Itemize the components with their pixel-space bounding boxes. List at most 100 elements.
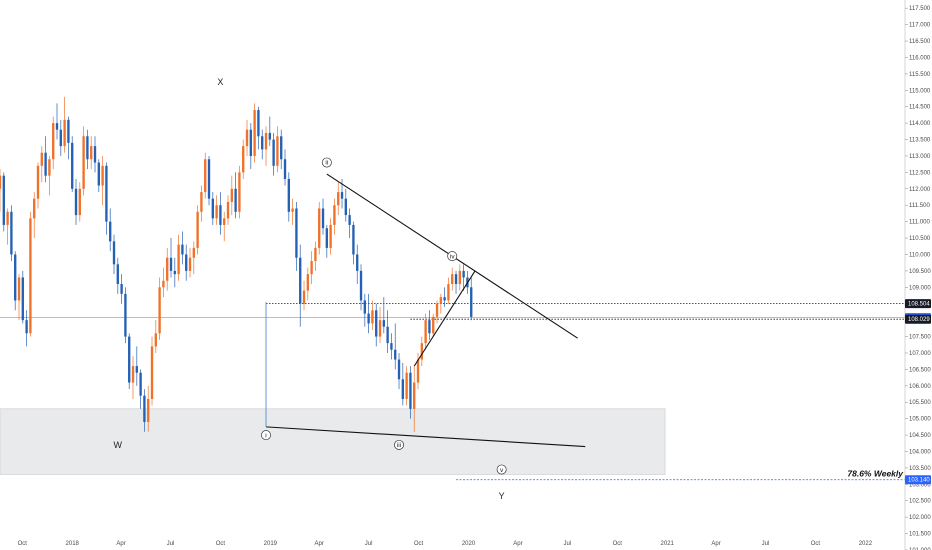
y-tick-label: 109.000 bbox=[909, 285, 931, 291]
candle-body bbox=[439, 297, 443, 304]
y-tick-label: 113.000 bbox=[909, 154, 931, 160]
support-zone bbox=[0, 408, 666, 475]
x-tick-label: Jul bbox=[563, 541, 571, 547]
x-tick-label: Apr bbox=[513, 541, 522, 547]
candle-body bbox=[226, 201, 230, 219]
wave-label: i bbox=[265, 432, 266, 439]
x-tick-label: Oct bbox=[414, 541, 424, 547]
candle-body bbox=[435, 303, 439, 317]
price-badge bbox=[905, 314, 931, 324]
wave-label-circle bbox=[394, 439, 404, 450]
y-tick-label: 116.500 bbox=[909, 39, 931, 45]
candle-body bbox=[52, 123, 55, 160]
candle-body bbox=[287, 178, 290, 212]
candle-body bbox=[242, 146, 245, 173]
y-tick-label: 114.500 bbox=[909, 105, 931, 111]
candle-body bbox=[105, 165, 108, 222]
x-tick-label: Jul bbox=[167, 541, 175, 547]
wave-label: v bbox=[500, 467, 504, 474]
candle-body bbox=[211, 198, 214, 219]
candle-body bbox=[48, 159, 51, 176]
candle-body bbox=[318, 208, 321, 248]
candle-body bbox=[257, 110, 260, 137]
candle-body bbox=[397, 359, 401, 380]
candle-body bbox=[29, 218, 32, 334]
y-tick-label: 117.500 bbox=[909, 6, 931, 12]
candle-body bbox=[185, 254, 188, 271]
candle-body bbox=[253, 110, 256, 156]
x-tick-label: Oct bbox=[18, 541, 28, 547]
candle-body bbox=[0, 175, 2, 189]
candle-body bbox=[166, 257, 169, 281]
candle-body bbox=[6, 211, 9, 225]
candle-body bbox=[97, 162, 100, 186]
support-zone-layer bbox=[0, 408, 666, 475]
y-tick-label: 105.500 bbox=[909, 400, 931, 406]
y-tick-label: 110.500 bbox=[909, 236, 931, 242]
candle-body bbox=[378, 320, 382, 337]
candle-body bbox=[162, 280, 165, 288]
candle-body bbox=[394, 349, 397, 360]
x-tick-label: Oct bbox=[216, 541, 226, 547]
x-tick-label: Apr bbox=[711, 541, 720, 547]
candle-body bbox=[2, 175, 5, 225]
candle-body bbox=[382, 320, 386, 327]
candle-body bbox=[59, 129, 62, 147]
candle-body bbox=[101, 165, 104, 186]
candle-body bbox=[276, 136, 279, 166]
candle-body bbox=[280, 136, 283, 160]
y-tick-label: 115.500 bbox=[909, 72, 931, 78]
candle-body bbox=[401, 379, 405, 399]
candle-body bbox=[268, 132, 271, 140]
candle-body bbox=[33, 198, 36, 219]
candle-body bbox=[21, 277, 24, 321]
candle-body bbox=[348, 215, 351, 225]
time-axis[interactable]: Oct 2018 Apr Jul Oct 2019 Apr Jul Oct 2020 Apr Jul O… bbox=[18, 541, 873, 547]
candle-body bbox=[386, 326, 389, 344]
wave-label-circle bbox=[321, 157, 332, 168]
candle-body bbox=[249, 129, 252, 156]
candle-body bbox=[443, 297, 446, 301]
candle-body bbox=[333, 205, 336, 225]
candle-body bbox=[314, 247, 317, 262]
candle-body bbox=[428, 320, 431, 334]
candle-body bbox=[272, 139, 275, 166]
candle-body bbox=[295, 208, 298, 258]
candle-body bbox=[238, 172, 241, 212]
candle-body bbox=[470, 287, 473, 317]
candle-body bbox=[321, 208, 325, 229]
candle-body bbox=[340, 192, 344, 199]
y-tick-label: 117.000 bbox=[909, 23, 931, 29]
trend-lines-layer bbox=[265, 173, 586, 448]
wave-label: Y bbox=[499, 491, 505, 501]
y-tick-label: 110.000 bbox=[909, 252, 931, 258]
fib-level-label: 78.6% Weekly bbox=[847, 469, 904, 479]
trend-line bbox=[413, 270, 476, 367]
trend-line bbox=[265, 426, 586, 448]
candle-body bbox=[359, 270, 363, 301]
candle-body bbox=[413, 382, 416, 409]
price-axis[interactable]: 101.000 101.500 102.000 102.500 103.000 103.5… bbox=[904, 0, 931, 550]
candle-body bbox=[158, 287, 161, 334]
candle-body bbox=[356, 254, 359, 271]
price-badge-label: 108.504 bbox=[908, 302, 930, 308]
candle-body bbox=[90, 146, 93, 160]
candle-body bbox=[302, 290, 306, 304]
candle-body bbox=[135, 366, 138, 373]
candle-body bbox=[310, 261, 313, 275]
wave-label-circle bbox=[447, 251, 458, 262]
y-tick-label: 115.000 bbox=[909, 88, 931, 94]
x-tick-label: Jul bbox=[762, 541, 770, 547]
candle-body bbox=[432, 316, 435, 334]
candle-body bbox=[188, 257, 192, 271]
candle-body bbox=[124, 293, 127, 337]
y-tick-label: 112.000 bbox=[909, 187, 931, 193]
x-tick-label: 2018 bbox=[66, 541, 80, 547]
y-tick-label: 106.500 bbox=[909, 367, 931, 373]
price-badge-label: 108.029 bbox=[908, 317, 930, 323]
candle-body bbox=[177, 244, 180, 275]
x-tick-label: 2021 bbox=[661, 541, 675, 547]
y-tick-label: 112.500 bbox=[909, 170, 931, 176]
